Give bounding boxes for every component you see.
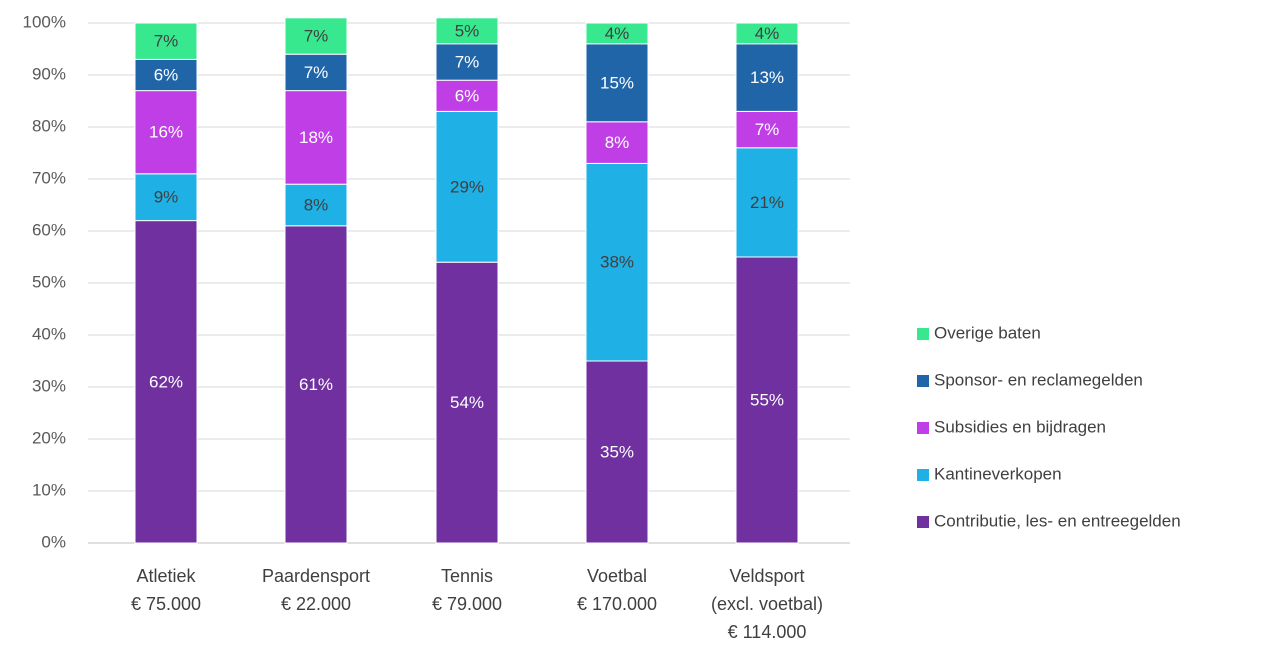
- y-tick-label: 10%: [32, 480, 66, 499]
- y-tick-label: 50%: [32, 272, 66, 291]
- legend-swatch: [917, 516, 929, 528]
- data-label: 29%: [450, 177, 484, 196]
- bar-segment: [284, 17, 348, 55]
- bar-segment: [585, 121, 649, 164]
- data-label: 5%: [455, 21, 480, 40]
- bar-segment: [585, 360, 649, 544]
- bar-segment: [585, 22, 649, 45]
- data-label: 7%: [304, 63, 329, 82]
- legend-label: Overige baten: [934, 323, 1041, 342]
- bar-segment: [284, 90, 348, 185]
- x-category-label: (excl. voetbal): [711, 594, 823, 614]
- data-label: 18%: [299, 128, 333, 147]
- bar-segment: [134, 22, 198, 60]
- data-label: 21%: [750, 193, 784, 212]
- data-label: 15%: [600, 73, 634, 92]
- legend-item: Sponsor- en reclamegelden: [917, 370, 1143, 389]
- legend-label: Contributie, les- en entreegelden: [934, 511, 1181, 530]
- x-category-label: € 114.000: [728, 622, 807, 642]
- data-label: 6%: [455, 86, 480, 105]
- legend-swatch: [917, 469, 929, 481]
- bar-segment: [585, 162, 649, 362]
- bar-segment: [735, 22, 799, 45]
- legend-label: Subsidies en bijdragen: [934, 417, 1106, 436]
- bar-segment: [134, 58, 198, 92]
- data-label: 62%: [149, 372, 183, 391]
- bar-segment: [134, 220, 198, 544]
- bar-segment: [134, 173, 198, 222]
- y-axis: 0% 10% 20% 30% 40% 50% 60% 70% 80% 90% 100%: [23, 12, 66, 551]
- data-label: 38%: [600, 253, 634, 272]
- bar-segment: [435, 79, 499, 112]
- data-label: 16%: [149, 123, 183, 142]
- legend: Overige baten Sponsor- en reclamegelden Su…: [917, 323, 1181, 530]
- x-category-label: € 22.000: [281, 594, 351, 614]
- y-tick-label: 60%: [32, 220, 66, 239]
- data-label: 8%: [304, 195, 329, 214]
- y-tick-label: 20%: [32, 428, 66, 447]
- data-label: 13%: [750, 68, 784, 87]
- data-label: 55%: [750, 390, 784, 409]
- legend-label: Sponsor- en reclamegelden: [934, 370, 1143, 389]
- data-label: 6%: [154, 65, 179, 84]
- legend-item: Contributie, les- en entreegelden: [917, 511, 1181, 530]
- bar-segment: [134, 90, 198, 175]
- data-label: 61%: [299, 375, 333, 394]
- x-category-label: Veldsport: [729, 566, 804, 586]
- bar-segment: [735, 43, 799, 112]
- x-category-label: Paardensport: [262, 566, 370, 586]
- data-label: 7%: [304, 26, 329, 45]
- bar-segment: [435, 261, 499, 544]
- bar-segment: [435, 17, 499, 45]
- y-tick-label: 90%: [32, 64, 66, 83]
- x-category-label: Atletiek: [136, 566, 196, 586]
- bar-segment: [435, 110, 499, 263]
- legend-item: Kantineverkopen: [917, 464, 1062, 483]
- legend-swatch: [917, 328, 929, 340]
- data-label: 7%: [755, 120, 780, 139]
- x-category-label: € 79.000: [432, 594, 502, 614]
- y-tick-label: 70%: [32, 168, 66, 187]
- y-tick-label: 30%: [32, 376, 66, 395]
- data-label: 54%: [450, 393, 484, 412]
- x-category-label: € 75.000: [131, 594, 201, 614]
- legend-item: Subsidies en bijdragen: [917, 417, 1106, 436]
- legend-item: Overige baten: [917, 323, 1041, 342]
- x-axis: Atletiek € 75.000 Paardensport € 22.000 Tenn…: [131, 566, 823, 642]
- bar-segment: [735, 256, 799, 544]
- y-tick-label: 0%: [41, 532, 66, 551]
- data-label: 4%: [605, 24, 630, 43]
- data-label: 9%: [154, 188, 179, 207]
- bar-segment: [585, 43, 649, 123]
- legend-label: Kantineverkopen: [934, 464, 1062, 483]
- data-label: 8%: [605, 133, 630, 152]
- data-label: 7%: [455, 52, 480, 71]
- data-label: 4%: [755, 24, 780, 43]
- y-tick-label: 80%: [32, 116, 66, 135]
- x-category-label: Voetbal: [587, 566, 647, 586]
- legend-swatch: [917, 375, 929, 387]
- x-category-label: € 170.000: [577, 594, 657, 614]
- bars: 62% 9% 16% 6% 7% 61% 8% 18% 7% 7% 54% 29% 6% 7% 5% 35% 3…: [134, 17, 799, 544]
- y-tick-label: 100%: [23, 12, 66, 31]
- data-label: 35%: [600, 442, 634, 461]
- legend-swatch: [917, 422, 929, 434]
- x-category-label: Tennis: [441, 566, 493, 586]
- data-label: 7%: [154, 32, 179, 51]
- y-tick-label: 40%: [32, 324, 66, 343]
